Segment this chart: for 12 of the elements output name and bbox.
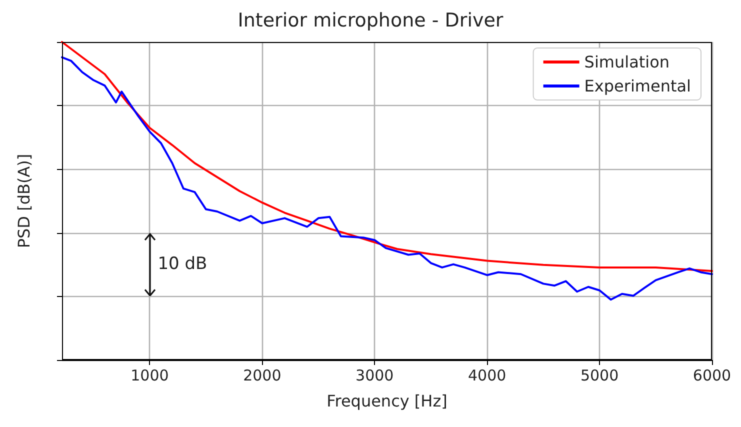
legend-label: Experimental	[584, 76, 692, 96]
y-axis-title: PSD [dB(A)]	[14, 154, 34, 248]
x-tick-label: 2000	[243, 366, 282, 384]
x-tick-label: 5000	[580, 366, 619, 384]
legend-label: Simulation	[584, 52, 670, 72]
x-tick-label: 6000	[692, 366, 732, 384]
annotation: 10 dB	[158, 254, 208, 274]
x-tick-label: 4000	[468, 366, 506, 384]
chart-title: Interior microphone - Driver	[238, 10, 504, 32]
x-tick-label: 1000	[130, 366, 169, 384]
x-tick-label: 3000	[356, 366, 394, 384]
x-axis-title: Frequency [Hz]	[326, 392, 448, 410]
